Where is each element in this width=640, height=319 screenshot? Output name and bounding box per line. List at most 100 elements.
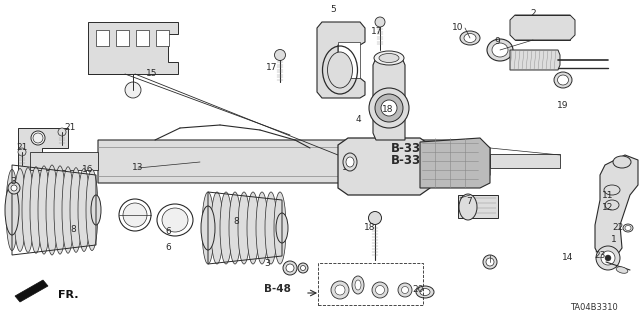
Ellipse shape xyxy=(247,192,259,264)
Text: 6: 6 xyxy=(165,227,171,236)
Text: FR.: FR. xyxy=(58,290,79,300)
Ellipse shape xyxy=(91,195,101,225)
Ellipse shape xyxy=(274,192,286,264)
Ellipse shape xyxy=(625,226,631,231)
Ellipse shape xyxy=(464,33,476,42)
Polygon shape xyxy=(15,280,48,302)
Polygon shape xyxy=(98,140,490,183)
Polygon shape xyxy=(30,152,98,170)
Text: 4: 4 xyxy=(355,115,361,124)
Bar xyxy=(156,30,169,46)
Ellipse shape xyxy=(604,185,620,195)
Text: TA04B3310: TA04B3310 xyxy=(570,303,618,313)
Text: 9: 9 xyxy=(494,38,500,47)
Ellipse shape xyxy=(346,157,354,167)
Text: 13: 13 xyxy=(132,164,144,173)
Text: 5: 5 xyxy=(330,5,336,14)
Ellipse shape xyxy=(86,169,98,250)
Ellipse shape xyxy=(483,255,497,269)
Polygon shape xyxy=(420,138,490,188)
Ellipse shape xyxy=(162,208,188,232)
Text: 16: 16 xyxy=(83,166,93,174)
Ellipse shape xyxy=(460,31,480,45)
Ellipse shape xyxy=(8,182,20,194)
Polygon shape xyxy=(338,138,430,195)
Polygon shape xyxy=(510,50,560,70)
Text: 15: 15 xyxy=(147,70,157,78)
Text: B-48: B-48 xyxy=(264,284,291,294)
Text: 18: 18 xyxy=(364,224,376,233)
Ellipse shape xyxy=(11,185,17,191)
Ellipse shape xyxy=(14,169,26,251)
Ellipse shape xyxy=(492,43,508,57)
Circle shape xyxy=(31,131,45,145)
Ellipse shape xyxy=(375,94,403,122)
Circle shape xyxy=(331,281,349,299)
Ellipse shape xyxy=(487,39,513,61)
Ellipse shape xyxy=(372,282,388,298)
Ellipse shape xyxy=(229,192,241,264)
Ellipse shape xyxy=(301,265,305,271)
Ellipse shape xyxy=(276,213,288,243)
Ellipse shape xyxy=(202,192,214,264)
Ellipse shape xyxy=(398,283,412,297)
Polygon shape xyxy=(595,155,638,258)
Text: 14: 14 xyxy=(563,254,573,263)
Ellipse shape xyxy=(70,168,82,252)
Ellipse shape xyxy=(343,153,357,171)
Ellipse shape xyxy=(265,192,277,264)
Circle shape xyxy=(58,128,66,136)
Text: 10: 10 xyxy=(452,24,464,33)
Circle shape xyxy=(375,17,385,27)
Ellipse shape xyxy=(62,167,74,253)
Ellipse shape xyxy=(369,88,409,128)
Text: 12: 12 xyxy=(602,204,614,212)
Text: 1: 1 xyxy=(611,235,617,244)
Ellipse shape xyxy=(298,263,308,273)
Ellipse shape xyxy=(401,286,408,293)
Text: 2: 2 xyxy=(530,10,536,19)
Text: 8: 8 xyxy=(233,218,239,226)
Text: 21: 21 xyxy=(64,123,76,132)
Ellipse shape xyxy=(379,54,399,63)
Circle shape xyxy=(605,255,611,261)
Ellipse shape xyxy=(459,194,477,220)
Text: 21: 21 xyxy=(16,144,28,152)
Circle shape xyxy=(125,82,141,98)
Ellipse shape xyxy=(5,185,19,235)
Circle shape xyxy=(596,246,620,270)
Ellipse shape xyxy=(554,72,572,88)
Ellipse shape xyxy=(283,261,297,275)
Ellipse shape xyxy=(381,100,397,116)
Polygon shape xyxy=(18,128,68,218)
Ellipse shape xyxy=(420,288,430,295)
Ellipse shape xyxy=(238,192,250,264)
Circle shape xyxy=(31,201,45,215)
Circle shape xyxy=(335,285,345,295)
Ellipse shape xyxy=(605,200,619,210)
Text: 23: 23 xyxy=(595,250,605,259)
Ellipse shape xyxy=(613,156,631,168)
Ellipse shape xyxy=(256,192,268,264)
Circle shape xyxy=(389,94,401,106)
Ellipse shape xyxy=(46,165,58,255)
Ellipse shape xyxy=(201,206,215,250)
Text: 17: 17 xyxy=(371,27,383,36)
Text: 14: 14 xyxy=(342,164,354,173)
Bar xyxy=(136,30,149,46)
Bar xyxy=(96,30,109,46)
Ellipse shape xyxy=(220,192,232,264)
Polygon shape xyxy=(88,22,178,74)
Circle shape xyxy=(18,148,26,156)
Polygon shape xyxy=(510,15,575,40)
Text: B-33-60: B-33-60 xyxy=(391,142,442,154)
Bar xyxy=(116,30,129,46)
Text: 20: 20 xyxy=(412,285,424,293)
Text: 3: 3 xyxy=(264,259,270,269)
Text: 18: 18 xyxy=(382,106,394,115)
Circle shape xyxy=(601,251,615,265)
Text: 17: 17 xyxy=(266,63,278,72)
Ellipse shape xyxy=(352,276,364,294)
Text: 3: 3 xyxy=(10,177,16,187)
Text: 22: 22 xyxy=(612,224,623,233)
